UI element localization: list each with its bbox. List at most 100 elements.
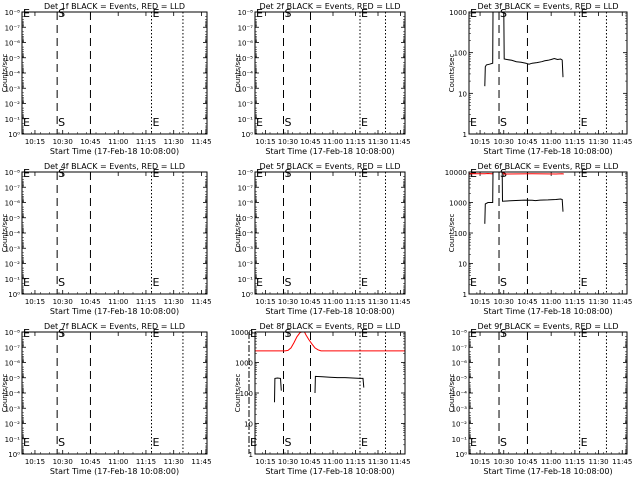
y-tick-label: 10⁻³	[452, 405, 468, 413]
y-tick-label: 10⁻⁴	[238, 230, 254, 238]
marker-label: E	[23, 327, 30, 340]
lld-series	[501, 172, 564, 175]
x-tick-label: 11:45	[612, 458, 632, 466]
marker-label: E	[470, 116, 477, 129]
panel-9: Det 9f BLACK = Events, RED = LLD Counts/s…	[448, 322, 632, 476]
y-tick-label: 10⁻⁶	[5, 40, 21, 48]
marker-label: E	[250, 436, 257, 449]
x-tick-label: 11:30	[368, 458, 388, 466]
marker-label: E	[361, 436, 368, 449]
x-axis-label: Start Time (17-Feb-18 10:08:00)	[50, 467, 179, 476]
plot-frame	[21, 331, 208, 455]
x-tick-label: 11:30	[368, 298, 388, 306]
x-tick-label: 10:30	[278, 458, 298, 466]
marker-label: S	[285, 167, 292, 180]
marker-label: E	[23, 7, 30, 20]
x-tick-label: 11:00	[541, 298, 561, 306]
x-tick-label: 11:00	[108, 458, 128, 466]
panel-title: Det 5f BLACK = Events, RED = LLD	[259, 162, 400, 171]
x-tick-label: 11:45	[191, 138, 211, 146]
x-tick-label: 11:00	[541, 138, 561, 146]
x-tick-label: 10:30	[278, 138, 298, 146]
y-tick-label: 10⁰	[8, 291, 20, 299]
y-tick-label: 10⁻⁸	[452, 329, 468, 337]
x-tick-label: 10:30	[53, 298, 73, 306]
y-tick-label: 10⁻⁷	[5, 184, 21, 192]
x-tick-label: 10:15	[25, 458, 45, 466]
y-axis-label: Counts/sec	[1, 374, 9, 413]
x-tick-label: 10:45	[517, 138, 537, 146]
marker-label: E	[23, 167, 30, 180]
marker-label: E	[581, 7, 588, 20]
marker-label: E	[153, 167, 160, 180]
x-tick-label: 10:30	[494, 138, 514, 146]
y-tick-label: 10⁻⁵	[238, 55, 254, 63]
x-tick-label: 10:15	[470, 138, 490, 146]
x-tick-label: 11:45	[390, 298, 410, 306]
y-tick-label: 10⁻¹	[452, 436, 468, 444]
marker-label: E	[256, 167, 263, 180]
panel-title: Det 8f BLACK = Events, RED = LLD	[259, 322, 400, 331]
x-tick-label: 11:30	[588, 458, 608, 466]
y-tick-label: 10⁻²	[5, 261, 21, 269]
x-tick-label: 10:45	[517, 298, 537, 306]
y-tick-label: 10⁻⁸	[5, 9, 21, 17]
x-tick-label: 10:45	[300, 458, 320, 466]
y-tick-label: 10⁻²	[452, 421, 468, 429]
x-tick-label: 10:15	[255, 298, 275, 306]
y-tick-label: 10000	[231, 329, 253, 337]
x-tick-label: 11:45	[191, 298, 211, 306]
y-tick-label: 1000	[449, 9, 467, 17]
x-tick-label: 11:45	[612, 138, 632, 146]
x-tick-label: 11:15	[565, 458, 585, 466]
marker-label: S	[500, 436, 507, 449]
x-tick-label: 10:30	[494, 298, 514, 306]
x-tick-label: 11:00	[541, 458, 561, 466]
x-tick-label: 10:15	[470, 298, 490, 306]
marker-label: E	[581, 276, 588, 289]
x-tick-label: 10:45	[300, 138, 320, 146]
x-tick-label: 11:45	[390, 138, 410, 146]
y-tick-label: 10⁻⁸	[238, 169, 254, 177]
panel-2: Det 2f BLACK = Events, RED = LLD Counts/s…	[234, 2, 411, 156]
x-tick-label: 10:45	[80, 138, 100, 146]
x-tick-label: 11:30	[164, 298, 184, 306]
y-tick-label: 10⁻⁸	[238, 9, 254, 17]
y-tick-label: 10⁰	[241, 131, 253, 139]
lld-series	[255, 332, 302, 352]
panel-title: Det 4f BLACK = Events, RED = LLD	[44, 162, 185, 171]
panel-6: Det 6f BLACK = Events, RED = LLD Counts/s…	[445, 162, 633, 316]
x-tick-label: 11:30	[368, 138, 388, 146]
y-tick-label: 10⁻²	[5, 421, 21, 429]
x-axis-label: Start Time (17-Feb-18 10:08:00)	[50, 307, 179, 316]
y-tick-label: 10⁻⁵	[5, 375, 21, 383]
marker-label: S	[500, 327, 507, 340]
x-tick-label: 11:15	[565, 138, 585, 146]
y-tick-label: 1	[463, 131, 467, 139]
marker-label: E	[581, 116, 588, 129]
x-tick-label: 11:30	[588, 298, 608, 306]
events-series	[274, 377, 282, 403]
y-tick-label: 10⁰	[455, 451, 467, 459]
x-tick-label: 10:15	[25, 138, 45, 146]
y-tick-label: 100	[454, 230, 467, 238]
y-tick-label: 1	[249, 451, 253, 459]
marker-label: E	[581, 167, 588, 180]
y-axis-label: Counts/sec	[234, 214, 242, 253]
marker-label: E	[361, 327, 368, 340]
marker-label: E	[23, 116, 30, 129]
x-tick-label: 10:30	[53, 458, 73, 466]
marker-label: S	[285, 436, 292, 449]
y-tick-label: 1000	[449, 200, 467, 208]
y-tick-label: 10⁰	[8, 131, 20, 139]
y-tick-label: 10⁻⁸	[5, 329, 21, 337]
x-tick-label: 11:45	[191, 458, 211, 466]
y-tick-label: 100	[454, 50, 467, 58]
marker-label: S	[285, 116, 292, 129]
y-tick-label: 10000	[445, 169, 467, 177]
y-tick-label: 10⁻¹	[238, 276, 254, 284]
panel-title: Det 7f BLACK = Events, RED = LLD	[44, 322, 185, 331]
marker-label: S	[285, 327, 292, 340]
panel-title: Det 1f BLACK = Events, RED = LLD	[44, 2, 185, 11]
marker-label: E	[153, 116, 160, 129]
